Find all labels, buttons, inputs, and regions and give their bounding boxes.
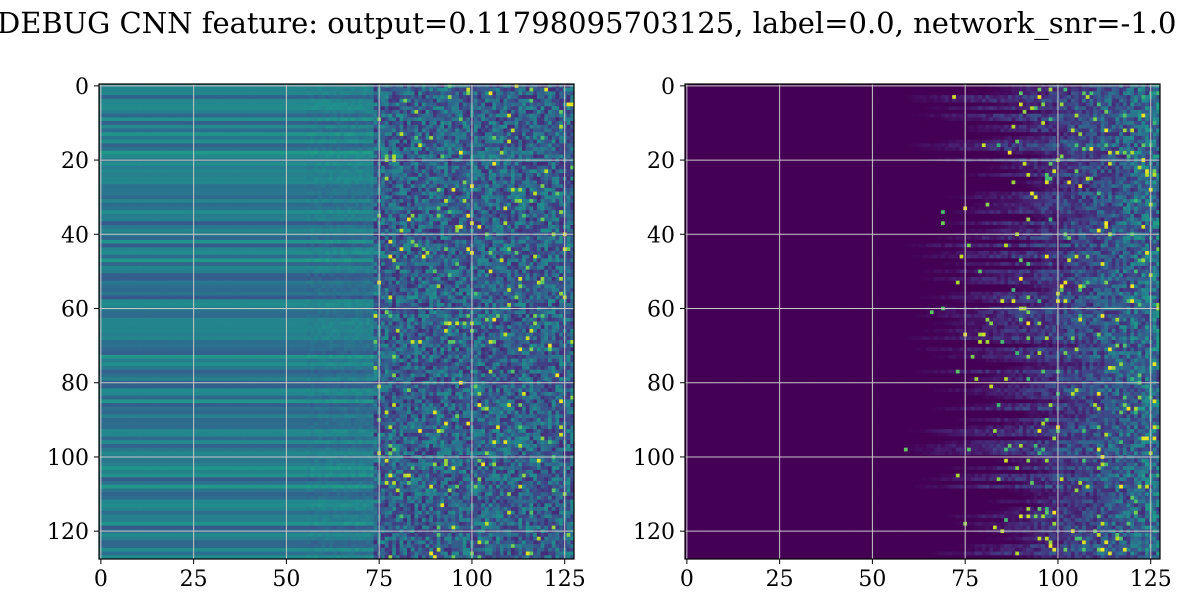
y-tick-label: 100	[47, 446, 89, 471]
x-tick-label: 100	[451, 567, 493, 592]
heatmap-panel-left: 0 25 50 75 100 125 0 20 40 60 80 100 120	[47, 75, 586, 592]
x-tick-label: 125	[1130, 567, 1172, 592]
y-tick-label: 40	[61, 223, 89, 248]
y-tick-label: 100	[633, 446, 675, 471]
y-tick-label: 0	[75, 75, 89, 100]
x-tick-label: 0	[680, 567, 694, 592]
x-tick-label: 50	[858, 567, 886, 592]
heatmap-cells	[99, 84, 574, 559]
x-tick-label: 125	[544, 567, 586, 592]
y-tick-label: 120	[47, 520, 89, 545]
y-tick-label: 60	[647, 298, 675, 323]
y-tick-label: 60	[61, 298, 89, 323]
y-tick-label: 80	[647, 372, 675, 397]
y-axis: 0 20 40 60 80 100 120	[633, 75, 685, 545]
x-tick-label: 0	[94, 567, 108, 592]
y-tick-label: 20	[61, 149, 89, 174]
y-tick-label: 20	[647, 149, 675, 174]
x-tick-label: 75	[365, 567, 393, 592]
x-tick-label: 25	[766, 567, 794, 592]
x-tick-label: 75	[951, 567, 979, 592]
y-axis: 0 20 40 60 80 100 120	[47, 75, 99, 545]
heatmap-cells	[685, 84, 1160, 559]
y-tick-label: 80	[61, 372, 89, 397]
x-axis: 0 25 50 75 100 125	[680, 559, 1172, 592]
y-tick-label: 40	[647, 223, 675, 248]
x-tick-label: 25	[180, 567, 208, 592]
y-tick-label: 120	[633, 520, 675, 545]
chart-title: DEBUG CNN feature: output=0.117980957031…	[0, 6, 1176, 41]
x-tick-label: 50	[272, 567, 300, 592]
y-tick-label: 0	[661, 75, 675, 100]
x-tick-label: 100	[1037, 567, 1079, 592]
heatmap-panel-right: 0 25 50 75 100 125 0 20 40 60 80 100 120	[633, 75, 1172, 592]
x-axis: 0 25 50 75 100 125	[94, 559, 586, 592]
